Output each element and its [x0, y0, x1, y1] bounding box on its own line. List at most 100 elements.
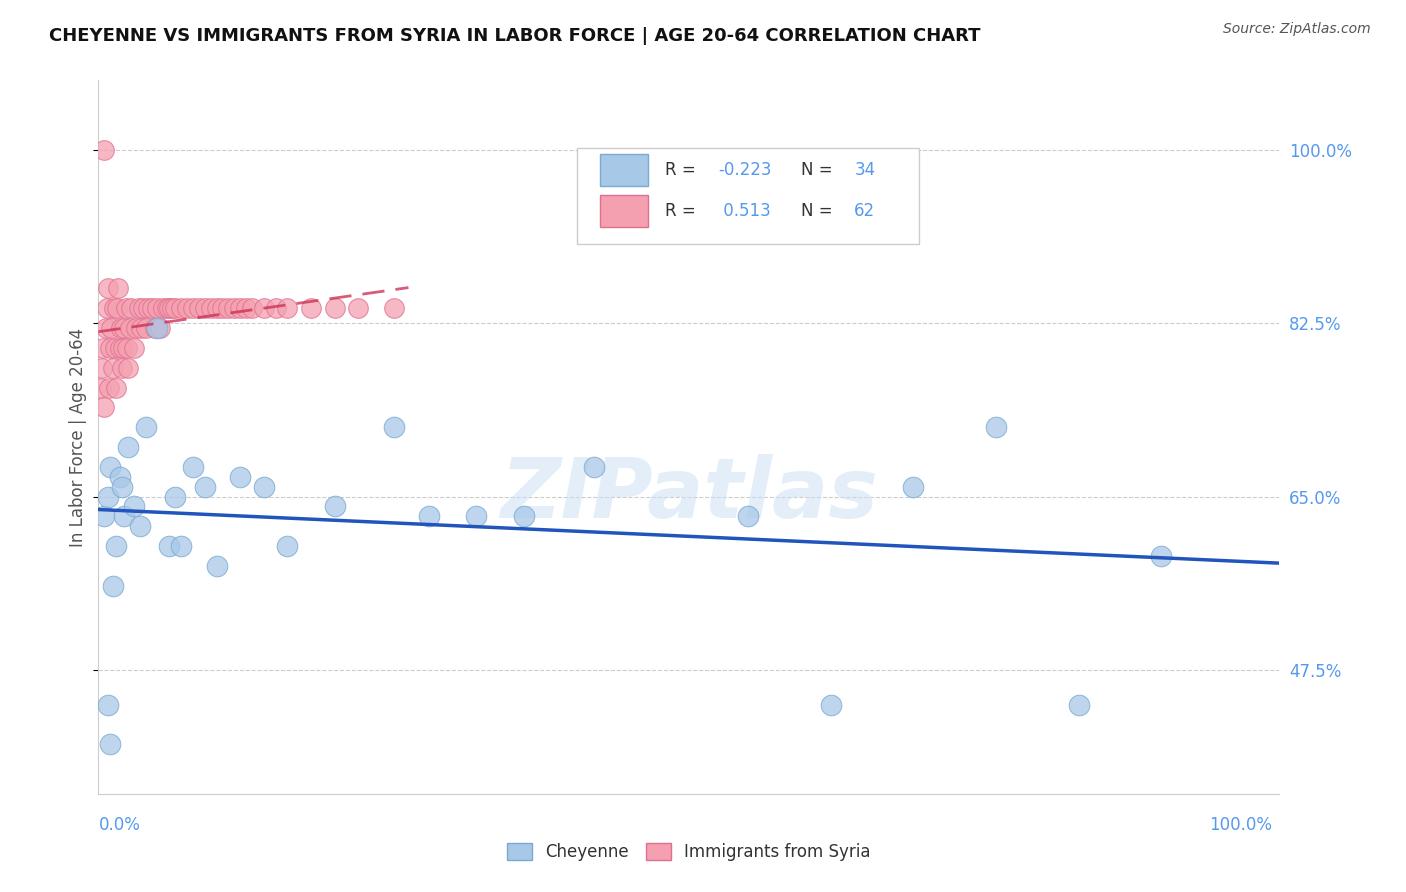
- Point: [98, 341, 121, 355]
- Point: [93, 143, 115, 157]
- Point: [97, 281, 120, 295]
- Point: [194, 480, 217, 494]
- Point: [136, 301, 159, 316]
- Legend: Cheyenne, Immigrants from Syria: Cheyenne, Immigrants from Syria: [501, 836, 877, 868]
- Point: [135, 420, 157, 434]
- Point: [121, 301, 143, 316]
- Point: [96, 301, 118, 316]
- Point: [117, 360, 139, 375]
- Point: [194, 301, 217, 316]
- Point: [157, 301, 180, 316]
- Text: 100.0%: 100.0%: [1209, 815, 1272, 833]
- Point: [101, 579, 124, 593]
- Point: [156, 301, 179, 316]
- Text: 0.0%: 0.0%: [98, 815, 141, 833]
- Point: [224, 301, 246, 316]
- Text: N =: N =: [801, 202, 838, 220]
- Point: [107, 281, 129, 295]
- Text: CHEYENNE VS IMMIGRANTS FROM SYRIA IN LABOR FORCE | AGE 20-64 CORRELATION CHART: CHEYENNE VS IMMIGRANTS FROM SYRIA IN LAB…: [49, 27, 981, 45]
- Text: -0.223: -0.223: [718, 161, 772, 179]
- Point: [90, 380, 112, 394]
- Point: [101, 360, 124, 375]
- Point: [94, 321, 117, 335]
- Point: [111, 480, 134, 494]
- Point: [217, 301, 239, 316]
- Text: Source: ZipAtlas.com: Source: ZipAtlas.com: [1223, 22, 1371, 37]
- Point: [347, 301, 370, 316]
- Point: [253, 480, 276, 494]
- Point: [125, 321, 148, 335]
- Point: [149, 321, 172, 335]
- Text: N =: N =: [801, 161, 838, 179]
- Point: [112, 341, 135, 355]
- Point: [253, 301, 276, 316]
- Point: [143, 321, 166, 335]
- Point: [276, 301, 298, 316]
- Point: [122, 500, 145, 514]
- Point: [98, 737, 121, 751]
- Point: [240, 301, 263, 316]
- Point: [1067, 698, 1090, 712]
- Point: [176, 301, 198, 316]
- Text: R =: R =: [665, 161, 702, 179]
- Point: [105, 380, 128, 394]
- Point: [299, 301, 322, 316]
- Point: [141, 301, 163, 316]
- Point: [157, 539, 180, 553]
- Point: [235, 301, 257, 316]
- Point: [205, 301, 228, 316]
- Point: [128, 301, 150, 316]
- Point: [115, 341, 138, 355]
- Point: [98, 459, 121, 474]
- Point: [135, 321, 157, 335]
- Text: R =: R =: [665, 202, 702, 220]
- Point: [122, 341, 145, 355]
- Point: [104, 341, 127, 355]
- Point: [146, 301, 169, 316]
- Point: [132, 301, 155, 316]
- Point: [229, 469, 252, 483]
- Point: [323, 500, 346, 514]
- Point: [108, 469, 131, 483]
- Point: [465, 509, 488, 524]
- Point: [583, 459, 606, 474]
- Point: [382, 301, 405, 316]
- Point: [323, 301, 346, 316]
- Point: [105, 301, 128, 316]
- Text: ZIPatlas: ZIPatlas: [501, 454, 877, 534]
- Point: [112, 321, 135, 335]
- Point: [91, 360, 114, 375]
- Point: [100, 321, 122, 335]
- Point: [229, 301, 252, 316]
- Point: [97, 490, 120, 504]
- Text: 34: 34: [855, 161, 876, 179]
- Point: [98, 380, 121, 394]
- Point: [160, 301, 183, 316]
- Point: [181, 459, 204, 474]
- Point: [108, 341, 131, 355]
- Point: [205, 558, 228, 573]
- Point: [276, 539, 298, 553]
- Point: [129, 321, 152, 335]
- Point: [418, 509, 440, 524]
- Point: [105, 539, 128, 553]
- Point: [1150, 549, 1173, 563]
- Text: 0.513: 0.513: [718, 202, 772, 220]
- Point: [820, 698, 842, 712]
- Point: [91, 341, 114, 355]
- Point: [165, 301, 187, 316]
- Point: [984, 420, 1007, 434]
- Point: [110, 321, 132, 335]
- Point: [152, 301, 174, 316]
- Point: [97, 698, 120, 712]
- Point: [903, 480, 925, 494]
- Point: [181, 301, 204, 316]
- Point: [737, 509, 759, 524]
- Point: [170, 301, 193, 316]
- Point: [512, 509, 534, 524]
- Point: [128, 519, 150, 533]
- Point: [200, 301, 222, 316]
- Point: [264, 301, 287, 316]
- Y-axis label: In Labor Force | Age 20-64: In Labor Force | Age 20-64: [69, 327, 87, 547]
- Text: 62: 62: [855, 202, 876, 220]
